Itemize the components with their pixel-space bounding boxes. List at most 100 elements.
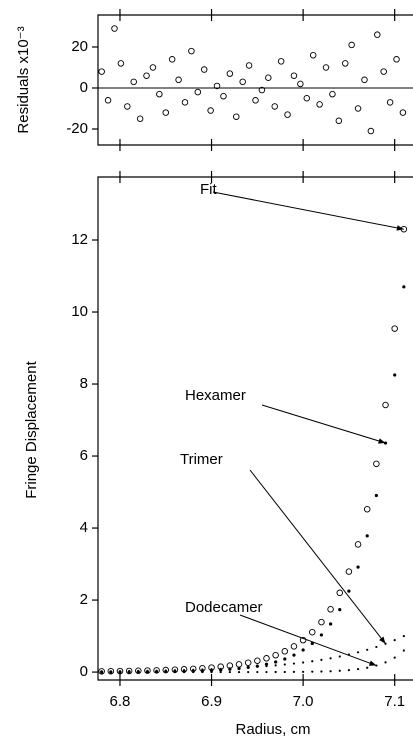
data-point xyxy=(207,107,214,114)
data-point xyxy=(274,664,277,667)
data-point xyxy=(265,665,268,668)
data-point xyxy=(374,31,381,38)
data-point xyxy=(244,659,252,666)
data-point xyxy=(283,657,287,661)
data-point xyxy=(201,668,204,671)
data-point xyxy=(302,661,305,664)
data-point xyxy=(146,670,149,674)
data-point xyxy=(130,78,137,86)
data-point xyxy=(366,666,369,669)
y-tick-label: 0 xyxy=(80,663,88,680)
data-point xyxy=(98,68,105,75)
data-point xyxy=(118,670,122,674)
data-point xyxy=(399,109,407,116)
data-point xyxy=(345,568,353,575)
data-point xyxy=(318,618,325,626)
data-point xyxy=(213,82,221,90)
data-point xyxy=(125,667,133,675)
data-point xyxy=(336,589,343,597)
data-point xyxy=(104,97,112,104)
data-point xyxy=(265,74,272,81)
y-tick-label: 4 xyxy=(80,519,88,536)
data-point xyxy=(264,662,269,666)
data-point xyxy=(192,670,195,674)
data-point xyxy=(310,641,314,646)
data-point xyxy=(393,656,396,659)
y-tick-label: 2 xyxy=(80,591,88,608)
data-point xyxy=(111,25,118,32)
data-point xyxy=(274,670,277,674)
data-point xyxy=(175,76,182,84)
y-tick-label: 0 xyxy=(80,79,88,96)
data-point xyxy=(373,460,380,468)
data-point xyxy=(219,670,222,674)
data-point xyxy=(366,648,369,651)
data-point xyxy=(374,493,378,498)
annotation-arrow xyxy=(249,469,386,645)
data-point xyxy=(252,97,259,104)
data-point xyxy=(356,565,360,569)
data-point xyxy=(335,117,343,125)
y-tick-label: 12 xyxy=(71,231,88,248)
plot-frame xyxy=(97,14,413,146)
data-point xyxy=(347,669,351,672)
data-point xyxy=(274,660,278,664)
data-point xyxy=(164,670,167,674)
data-point xyxy=(354,541,362,548)
data-point xyxy=(117,60,125,67)
data-point xyxy=(210,670,213,674)
data-point xyxy=(341,60,349,67)
data-point xyxy=(292,670,296,673)
data-point xyxy=(247,670,250,674)
data-point xyxy=(367,127,375,135)
data-point xyxy=(338,655,341,658)
data-point xyxy=(283,670,286,674)
data-point xyxy=(393,56,400,63)
data-point xyxy=(309,628,316,636)
data-point xyxy=(116,667,124,675)
data-point xyxy=(182,670,186,674)
data-point xyxy=(338,608,342,612)
data-point xyxy=(237,670,241,674)
data-point xyxy=(311,660,314,663)
data-point xyxy=(210,668,213,671)
data-point xyxy=(316,101,323,108)
data-point xyxy=(277,58,285,65)
data-point xyxy=(319,633,324,637)
data-point xyxy=(228,670,231,674)
data-point xyxy=(245,62,253,69)
data-point xyxy=(124,103,131,110)
data-point xyxy=(173,669,177,672)
data-point xyxy=(162,109,170,116)
data-point xyxy=(109,670,112,674)
annotation: Fit xyxy=(200,181,217,198)
data-point xyxy=(322,64,330,71)
plot-frame xyxy=(97,176,413,681)
x-tick-label: 7.0 xyxy=(293,693,314,710)
data-point xyxy=(309,51,317,59)
data-point xyxy=(382,401,389,409)
data-point xyxy=(201,670,204,674)
y-tick-label: 20 xyxy=(71,38,88,55)
data-point xyxy=(284,111,291,118)
data-point xyxy=(192,668,195,671)
data-point xyxy=(272,651,279,659)
data-point xyxy=(237,666,241,670)
data-point xyxy=(329,670,332,673)
data-point xyxy=(219,667,222,670)
data-point xyxy=(347,589,351,593)
data-point xyxy=(265,670,268,674)
data-point xyxy=(320,658,323,661)
panel: 0 2 4 6 8 10 12 6.8 6.9 7.0 7.1 Fringe Displacement… xyxy=(23,171,413,738)
y-tick-label: 8 xyxy=(80,375,88,392)
data-point xyxy=(107,667,115,675)
data-point xyxy=(173,670,177,674)
data-point xyxy=(303,94,311,102)
data-point xyxy=(256,665,259,668)
data-point xyxy=(128,670,131,674)
data-point xyxy=(100,670,103,674)
data-point xyxy=(143,72,150,79)
data-point xyxy=(290,72,298,79)
data-point xyxy=(155,670,158,674)
